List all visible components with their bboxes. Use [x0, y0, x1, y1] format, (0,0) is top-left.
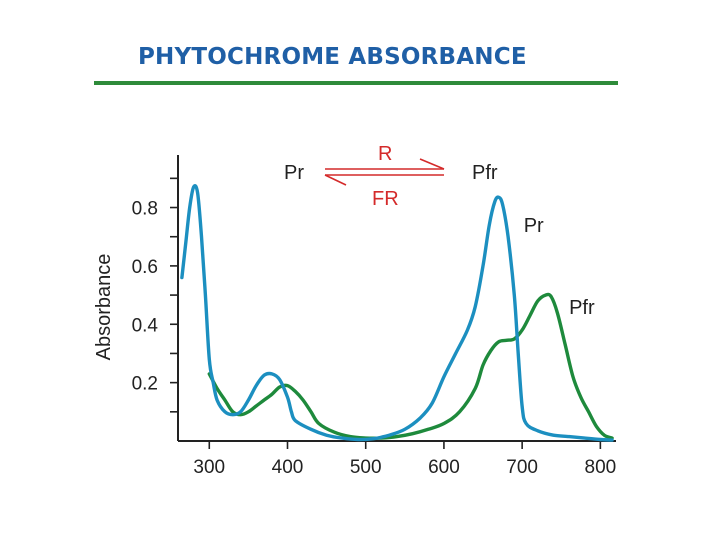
y-tick-label: 0.8: [132, 199, 158, 220]
y-axis-label: Absorbance: [93, 254, 115, 361]
x-tick-label: 300: [193, 457, 225, 478]
reaction-scheme: Pr Pfr R FR: [284, 143, 498, 210]
y-tick-label: 0.2: [132, 374, 158, 395]
forward-arrow-barb: [419, 158, 445, 170]
y-tick-label: 0.4: [132, 315, 159, 336]
annotations: Pr Pfr: [524, 215, 595, 319]
reaction-right-label: Pfr: [472, 162, 498, 184]
series-pfr-line: [207, 292, 614, 440]
title-rule: [94, 81, 618, 85]
x-tick-label: 500: [350, 457, 382, 478]
x-tick-label: 700: [506, 457, 538, 478]
series-pr-line: [180, 184, 614, 442]
curve-label-pfr: Pfr: [569, 297, 595, 319]
x-ticks: 300 400 500 600 700 800: [193, 441, 616, 478]
chart-axes: [177, 155, 616, 442]
page-title: PHYTOCHROME ABSORBANCE: [138, 44, 527, 70]
reaction-left-label: Pr: [284, 162, 304, 184]
reaction-forward-label: R: [378, 143, 392, 165]
series-group: [180, 184, 614, 442]
x-tick-label: 400: [272, 457, 304, 478]
x-tick-label: 600: [428, 457, 460, 478]
y-ticks: 0.2 0.4 0.6 0.8: [132, 177, 178, 413]
x-tick-label: 800: [585, 457, 617, 478]
y-tick-label: 0.6: [132, 257, 158, 278]
reverse-arrow-barb: [324, 174, 347, 186]
reaction-reverse-label: FR: [372, 188, 399, 210]
curve-label-pr: Pr: [524, 215, 544, 237]
